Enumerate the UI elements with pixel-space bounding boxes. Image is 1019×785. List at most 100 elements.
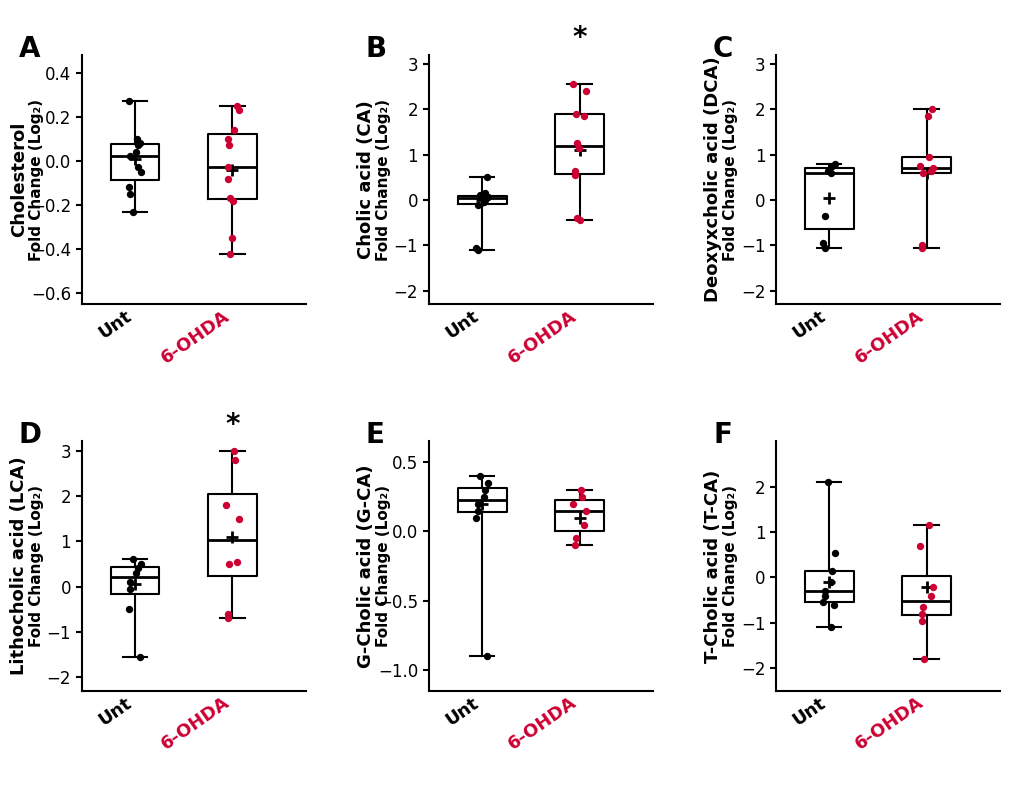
Point: [815, 241, 832, 254]
Text: *: *: [225, 411, 239, 439]
Text: Fold Change (Log₂): Fold Change (Log₂): [30, 485, 44, 647]
Point: [821, 166, 838, 179]
Point: [920, 519, 936, 531]
Point: [913, 608, 929, 620]
Point: [128, 146, 145, 159]
Text: F: F: [712, 422, 732, 450]
Point: [815, 585, 832, 597]
Text: *: *: [572, 24, 586, 53]
Point: [221, 192, 237, 205]
Point: [920, 151, 936, 163]
Point: [818, 476, 835, 488]
Point: [475, 190, 491, 203]
Point: [129, 161, 146, 173]
Point: [567, 532, 583, 545]
Text: Fold Change (Log₂): Fold Change (Log₂): [722, 99, 738, 261]
Point: [469, 243, 485, 256]
Point: [577, 505, 593, 517]
Point: [913, 241, 929, 254]
Point: [221, 247, 237, 260]
Point: [815, 210, 832, 222]
Text: Cholic acid (CA): Cholic acid (CA): [357, 100, 375, 259]
Text: Fold Change (Log₂): Fold Change (Log₂): [30, 99, 44, 261]
Point: [131, 651, 148, 663]
Text: Fold Change (Log₂): Fold Change (Log₂): [722, 485, 738, 647]
Text: A: A: [19, 35, 41, 63]
Point: [818, 164, 835, 177]
Point: [911, 539, 927, 552]
Point: [472, 469, 488, 482]
Point: [911, 159, 927, 172]
Point: [576, 518, 592, 531]
Text: Cholesterol: Cholesterol: [10, 122, 28, 237]
Point: [569, 212, 585, 225]
Point: [475, 491, 491, 503]
Point: [223, 232, 239, 244]
Point: [479, 650, 495, 663]
Point: [220, 133, 236, 145]
Point: [821, 575, 838, 588]
Point: [130, 139, 147, 152]
Text: T-Cholic acid (T-CA): T-Cholic acid (T-CA): [703, 469, 721, 663]
Point: [914, 601, 930, 613]
Text: C: C: [712, 35, 733, 63]
Point: [915, 653, 931, 666]
Point: [125, 206, 142, 218]
Point: [577, 85, 593, 97]
Point: [565, 498, 581, 510]
Point: [227, 453, 244, 466]
Point: [477, 484, 493, 496]
Text: B: B: [366, 35, 386, 63]
Point: [121, 603, 138, 615]
Point: [826, 546, 843, 559]
Text: Fold Change (Log₂): Fold Change (Log₂): [376, 485, 391, 647]
Point: [814, 237, 830, 250]
Point: [479, 171, 495, 184]
Point: [128, 567, 145, 579]
Point: [218, 498, 234, 511]
Point: [913, 614, 929, 626]
Point: [814, 596, 830, 608]
Text: G-Cholic acid (G-CA): G-Cholic acid (G-CA): [357, 465, 375, 668]
Point: [480, 191, 496, 203]
Point: [565, 78, 581, 91]
Point: [220, 612, 236, 625]
Point: [220, 608, 236, 620]
Point: [477, 194, 493, 206]
Point: [131, 137, 148, 149]
Point: [475, 196, 491, 209]
Point: [469, 498, 485, 510]
Point: [574, 491, 590, 503]
Point: [228, 555, 245, 568]
Point: [220, 557, 236, 570]
Point: [469, 505, 485, 517]
Point: [821, 621, 838, 633]
Point: [468, 241, 484, 254]
Point: [230, 104, 247, 116]
Point: [914, 166, 930, 179]
Point: [922, 164, 938, 177]
Point: [125, 553, 142, 566]
Point: [469, 199, 485, 211]
Point: [572, 214, 588, 227]
Point: [122, 575, 139, 588]
Point: [121, 181, 138, 194]
Point: [924, 580, 941, 593]
Text: Lithocholic acid (LCA): Lithocholic acid (LCA): [10, 457, 28, 675]
Point: [220, 161, 236, 173]
Point: [468, 511, 484, 524]
Point: [472, 189, 488, 202]
Text: Deoxyxcholic acid (DCA): Deoxyxcholic acid (DCA): [703, 57, 721, 302]
Point: [568, 137, 584, 150]
Point: [924, 162, 941, 174]
Point: [224, 195, 240, 207]
Point: [815, 590, 832, 602]
Point: [219, 172, 235, 184]
Point: [122, 150, 139, 162]
Point: [228, 100, 245, 112]
Point: [823, 159, 840, 172]
Point: [225, 444, 242, 457]
Point: [133, 557, 150, 570]
Point: [573, 484, 589, 496]
Point: [919, 110, 935, 122]
